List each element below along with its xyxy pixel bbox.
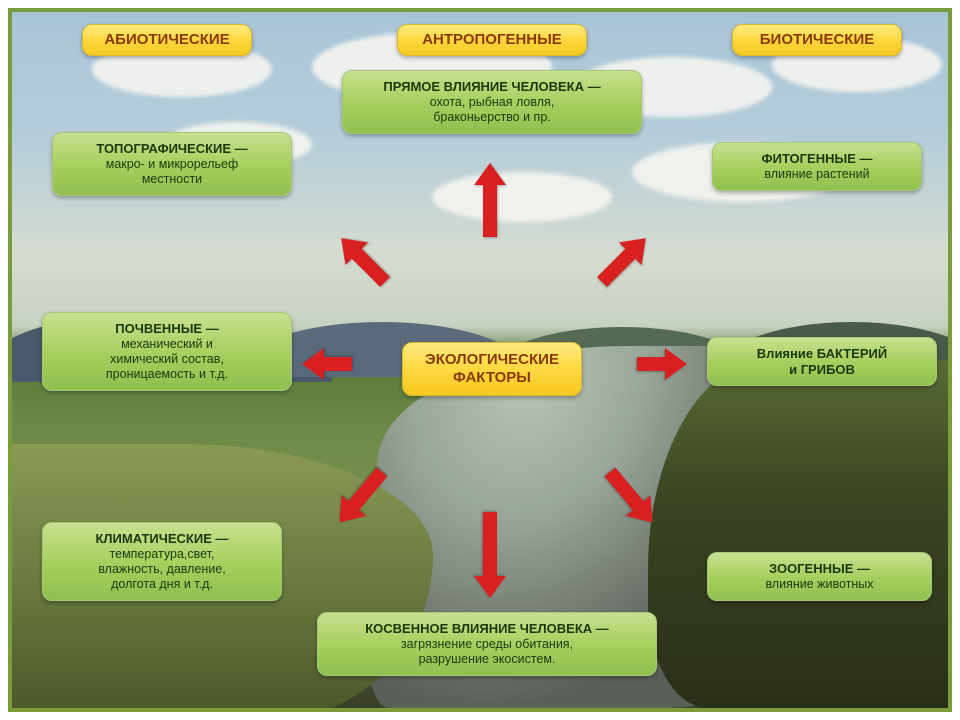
- infographic-frame: АБИОТИЧЕСКИЕ АНТРОПОГЕННЫЕ БИОТИЧЕСКИЕ Э…: [8, 8, 952, 712]
- node-sub: загрязнение среды обитания,разрушение эк…: [330, 637, 644, 667]
- header-anthro-label: АНТРОПОГЕННЫЕ: [422, 31, 562, 48]
- node-indirect-human: КОСВЕННОЕ ВЛИЯНИЕ ЧЕЛОВЕКА —загрязнение …: [317, 612, 657, 676]
- node-sub: влияние растений: [725, 167, 909, 182]
- node-sub: температура,свет,влажность, давление,дол…: [55, 547, 269, 592]
- header-anthropogenic: АНТРОПОГЕННЫЕ: [397, 24, 587, 56]
- node-bacteria-fungi: Влияние БАКТЕРИЙи ГРИБОВ: [707, 337, 937, 386]
- header-abiotic: АБИОТИЧЕСКИЕ: [82, 24, 252, 56]
- node-title: ПРЯМОЕ ВЛИЯНИЕ ЧЕЛОВЕКА —: [355, 79, 629, 95]
- node-title: ТОПОГРАФИЧЕСКИЕ —: [65, 141, 279, 157]
- center-line2: ФАКТОРЫ: [415, 369, 569, 387]
- node-soil: ПОЧВЕННЫЕ —механический ихимический сост…: [42, 312, 292, 391]
- node-title: КЛИМАТИЧЕСКИЕ —: [55, 531, 269, 547]
- header-biotic: БИОТИЧЕСКИЕ: [732, 24, 902, 56]
- cloud: [432, 172, 612, 222]
- node-title: ЗООГЕННЫЕ —: [720, 561, 919, 577]
- header-abiotic-label: АБИОТИЧЕСКИЕ: [104, 31, 229, 48]
- header-biotic-label: БИОТИЧЕСКИЕ: [760, 31, 875, 48]
- node-climatic: КЛИМАТИЧЕСКИЕ —температура,свет,влажност…: [42, 522, 282, 601]
- node-topographic: ТОПОГРАФИЧЕСКИЕ —макро- и микрорельефмес…: [52, 132, 292, 196]
- center-node: ЭКОЛОГИЧЕСКИЕ ФАКТОРЫ: [402, 342, 582, 396]
- node-title: Влияние БАКТЕРИЙи ГРИБОВ: [720, 346, 924, 377]
- node-title: КОСВЕННОЕ ВЛИЯНИЕ ЧЕЛОВЕКА —: [330, 621, 644, 637]
- node-sub: влияние животных: [720, 577, 919, 592]
- node-sub: механический ихимический состав,проницае…: [55, 337, 279, 382]
- node-sub: макро- и микрорельефместности: [65, 157, 279, 187]
- node-sub: охота, рыбная ловля,браконьерство и пр.: [355, 95, 629, 125]
- node-direct-human: ПРЯМОЕ ВЛИЯНИЕ ЧЕЛОВЕКА —охота, рыбная л…: [342, 70, 642, 134]
- node-title: ПОЧВЕННЫЕ —: [55, 321, 279, 337]
- node-zoogenic: ЗООГЕННЫЕ —влияние животных: [707, 552, 932, 601]
- center-line1: ЭКОЛОГИЧЕСКИЕ: [415, 351, 569, 369]
- node-title: ФИТОГЕННЫЕ —: [725, 151, 909, 167]
- bank-right: [648, 360, 948, 708]
- node-phytogenic: ФИТОГЕННЫЕ —влияние растений: [712, 142, 922, 191]
